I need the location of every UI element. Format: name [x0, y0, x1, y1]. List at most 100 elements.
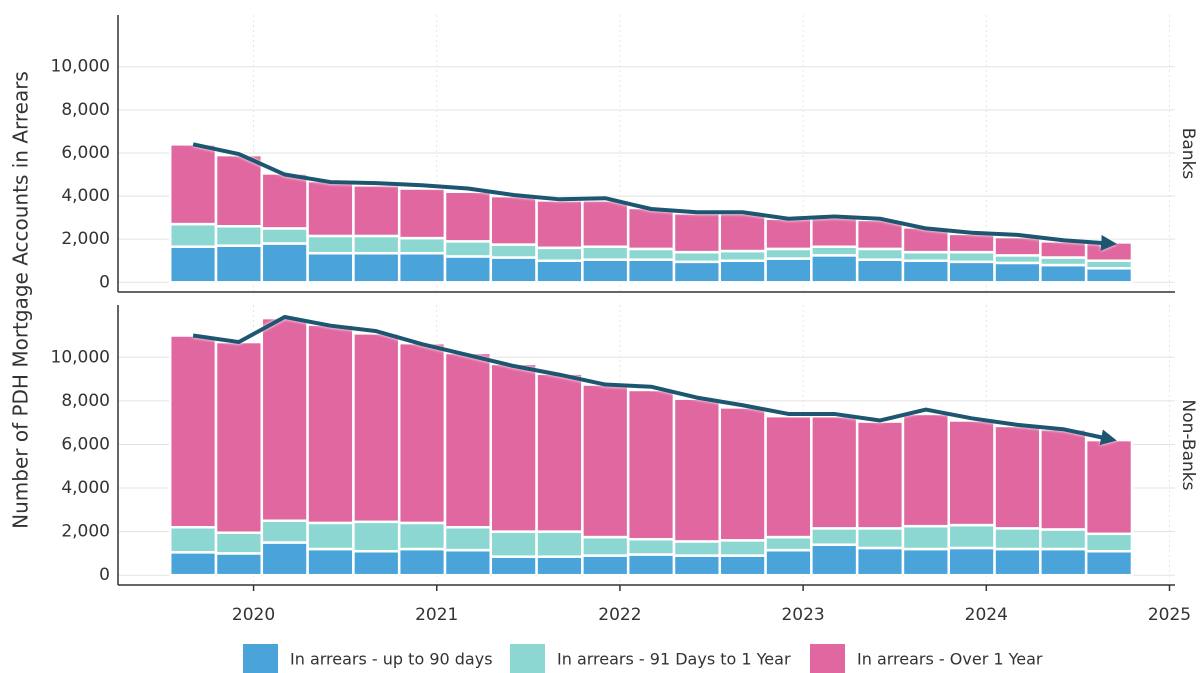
bar-segment	[947, 419, 996, 527]
bar-segment	[214, 225, 264, 247]
bar-segment	[993, 261, 1042, 284]
y-tick-label: 0	[99, 272, 110, 292]
bar-segment	[260, 172, 309, 230]
bar-segment	[718, 212, 767, 253]
bar-segment	[901, 524, 951, 551]
x-tick-label: 2020	[232, 605, 275, 625]
y-tick-label: 10,000	[51, 57, 110, 77]
bar-segment	[443, 240, 493, 258]
bar-segment	[306, 179, 355, 238]
bar-segment	[672, 250, 722, 264]
bar-segment	[214, 340, 264, 534]
bar-segment	[810, 527, 859, 546]
bar-segment	[947, 250, 996, 264]
bar-segment	[214, 244, 264, 284]
bar-segment	[672, 397, 722, 543]
bar-segment	[168, 245, 218, 284]
bar-segment	[397, 251, 447, 284]
y-tick-label: 0	[99, 565, 110, 585]
bar-segment	[718, 249, 767, 262]
panel-label: Banks	[1178, 128, 1198, 180]
bar-segment	[855, 527, 905, 550]
bar-segment	[1084, 438, 1134, 536]
bar-segment	[855, 420, 905, 530]
bar-segment	[397, 341, 447, 525]
x-tick-label: 2021	[415, 605, 458, 625]
bar-segment	[397, 521, 447, 551]
bar-segment	[993, 235, 1042, 257]
bar-segment	[947, 232, 996, 254]
bar-segment	[901, 250, 951, 262]
bar-segment	[947, 523, 996, 550]
y-axis-title: Number of PDH Mortgage Accounts in Arrea…	[9, 71, 33, 529]
bar-segment	[306, 323, 355, 525]
bar-segment	[443, 548, 493, 577]
bar-segment	[718, 554, 767, 577]
bar-segment	[901, 547, 951, 577]
bar-segment	[168, 143, 218, 226]
bar-segment	[672, 260, 722, 284]
bar-segment	[764, 414, 813, 539]
y-tick-label: 4,000	[61, 478, 110, 498]
bar-segment	[1039, 240, 1088, 259]
legend-label: In arrears - Over 1 Year	[857, 650, 1043, 669]
bar-segment	[581, 535, 630, 557]
bar-segment	[810, 254, 859, 284]
bar-segment	[443, 190, 493, 243]
bar-segment	[352, 251, 401, 284]
bar-segment	[626, 206, 676, 251]
y-tick-label: 8,000	[61, 391, 110, 411]
bar-segment	[352, 184, 401, 238]
bar-segment	[855, 247, 905, 261]
legend-swatch	[243, 644, 278, 673]
x-tick-label: 2022	[598, 605, 641, 625]
bar-segment	[901, 412, 951, 528]
bar-segment	[993, 527, 1042, 551]
bar-segment	[626, 537, 676, 556]
bar-segment	[581, 554, 630, 577]
bar-segment	[764, 257, 813, 284]
bar-segment	[1039, 528, 1088, 551]
bar-segment	[581, 383, 630, 539]
legend-swatch	[510, 644, 545, 673]
bar-segment	[489, 555, 538, 577]
trend-line	[192, 142, 1118, 251]
bar-segment	[626, 553, 676, 577]
bar-segment	[672, 212, 722, 254]
bar-segment	[306, 547, 355, 577]
bar-segment	[489, 530, 538, 558]
bar-segment	[672, 540, 722, 557]
bar-segment	[443, 351, 493, 529]
bar-segment	[214, 531, 264, 555]
bar-segment	[397, 236, 447, 255]
bar-segment	[764, 535, 813, 552]
x-tick-label: 2023	[781, 605, 824, 625]
bar-segment	[306, 251, 355, 284]
bar-segment	[1039, 547, 1088, 577]
y-tick-label: 10,000	[51, 347, 110, 367]
bar-segment	[993, 547, 1042, 577]
y-tick-label: 4,000	[61, 186, 110, 206]
bar-segment	[352, 332, 401, 524]
bar-segment	[626, 388, 676, 541]
bar-segment	[1084, 241, 1134, 262]
bar-segment	[810, 543, 859, 577]
bar-segment	[901, 259, 951, 284]
x-tick-label: 2024	[965, 605, 1008, 625]
bar-segment	[260, 316, 309, 522]
bar-segment	[947, 546, 996, 577]
bar-segment	[1084, 549, 1134, 577]
bar-segment	[810, 245, 859, 257]
bar-segment	[397, 187, 447, 240]
trend-line	[192, 314, 1117, 446]
bar-segment	[855, 546, 905, 577]
bar-segment	[718, 406, 767, 542]
bar-segment	[810, 216, 859, 248]
bar-segment	[581, 199, 630, 248]
bar-segment	[306, 234, 355, 255]
bar-segment	[855, 218, 905, 251]
bar-segment	[260, 242, 309, 284]
bar-segment	[260, 519, 309, 544]
bar-segment	[214, 552, 264, 577]
